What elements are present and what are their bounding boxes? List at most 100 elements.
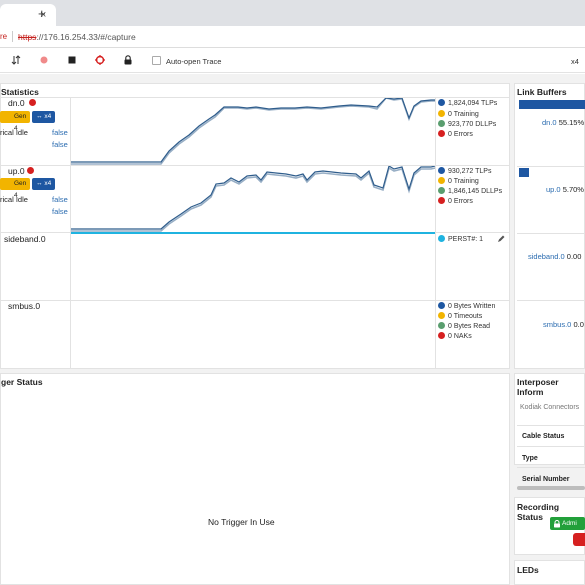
legend-item: 0 Timeouts <box>438 312 482 320</box>
error-status-dot <box>27 167 34 174</box>
trigger-status-panel <box>0 373 510 585</box>
interposer-divider <box>517 446 585 447</box>
buffer-divider <box>517 166 585 167</box>
address-divider <box>12 31 13 42</box>
statistics-panel <box>0 83 510 369</box>
lane-name: sideband.0 <box>4 234 46 244</box>
legend-item: 0 Errors <box>438 197 473 205</box>
lock-icon[interactable] <box>124 55 132 65</box>
interposer-divider <box>517 467 585 468</box>
legend-item: 0 Errors <box>438 130 473 138</box>
link-width-icon: ↔ <box>36 180 45 187</box>
up-throughput-chart <box>71 166 435 232</box>
stats-divider <box>0 97 510 98</box>
legend-label: 930,272 TLPs <box>448 168 492 175</box>
stats-divider <box>0 165 510 166</box>
up-throughput-line <box>71 166 435 230</box>
buffer-value: 0.00 <box>566 252 582 261</box>
legend-label: 1,846,145 DLLPs <box>448 188 503 195</box>
buffer-divider <box>517 233 585 234</box>
type-label: Type <box>522 455 538 462</box>
buffer-value: 55.15% <box>558 118 585 127</box>
url-text[interactable]: https://176.16.254.33/#/capture <box>18 32 136 42</box>
legend-label: 0 Bytes Read <box>448 323 491 330</box>
link-width-icon: ↔ <box>36 113 45 120</box>
auto-open-trace-label: Auto-open Trace <box>166 57 222 66</box>
dn-throughput-line <box>71 98 435 163</box>
stats-divider <box>0 300 510 301</box>
statistics-title: Statistics <box>1 87 39 97</box>
legend-dot <box>438 130 445 137</box>
buffer-label: dn.0 55.15% <box>542 118 584 127</box>
legend-item: 0 Bytes Read <box>438 322 490 330</box>
stats-column-divider <box>70 97 71 368</box>
stop-recording-button[interactable] <box>573 533 585 546</box>
interposer-panel <box>514 373 585 465</box>
link-width-badge: ↔ x4 <box>32 178 56 190</box>
interposer-title: Interposer Inform <box>517 377 559 397</box>
legend-dot <box>438 302 445 309</box>
recording-status-title: Recording Status <box>517 502 560 522</box>
perst-signal-line <box>71 232 435 234</box>
horizontal-scrollbar[interactable] <box>517 486 585 490</box>
gen-badge: Gen 4 <box>0 178 30 199</box>
browser-tab[interactable]: × <box>0 4 56 26</box>
legend-label: 0 Errors <box>448 198 473 205</box>
electrical-idle-label: rical Idle <box>0 195 28 204</box>
trigger-icon[interactable] <box>95 55 105 65</box>
legend-label: 0 Errors <box>448 131 473 138</box>
record-icon[interactable] <box>40 56 48 64</box>
stats-column-divider <box>435 97 436 368</box>
trigger-status-title: ger Status <box>1 377 43 387</box>
legend-dot <box>438 167 445 174</box>
stop-icon[interactable] <box>68 56 76 64</box>
lock-icon <box>554 520 560 528</box>
error-status-dot <box>29 99 36 106</box>
legend-dot <box>438 99 445 106</box>
legend-dot <box>438 120 445 127</box>
buffer-name: smbus.0 <box>543 320 572 329</box>
zoom-level-label[interactable]: x4 <box>571 57 579 66</box>
status-value: false <box>52 207 68 216</box>
address-bar[interactable]: re https://176.16.254.33/#/capture <box>0 26 585 48</box>
status-value: false <box>52 140 68 149</box>
lane-name: smbus.0 <box>8 301 41 311</box>
buffer-label: up.0 5.70% <box>546 185 584 194</box>
legend-dot <box>438 322 445 329</box>
buffer-divider <box>517 300 585 301</box>
legend-dot <box>438 235 445 242</box>
legend-dot <box>438 197 445 204</box>
new-tab-button[interactable]: + <box>38 6 46 21</box>
legend-item: 0 Training <box>438 177 479 185</box>
legend-item: 0 NAKs <box>438 332 472 340</box>
legend-label: 0 Bytes Written <box>448 303 496 310</box>
status-value: false <box>52 128 68 137</box>
up-throughput-line <box>71 166 435 232</box>
legend-label: 0 Timeouts <box>448 313 483 320</box>
link-buffers-panel <box>514 83 585 369</box>
leds-title: LEDs <box>517 565 539 575</box>
tab-close-icon[interactable]: × <box>40 9 47 21</box>
legend-dot <box>438 187 445 194</box>
legend-label: 1,824,094 TLPs <box>448 100 498 107</box>
legend-dot <box>438 177 445 184</box>
url-path: ://176.16.254.33/#/capture <box>36 32 136 42</box>
buffer-name: sideband.0 <box>528 252 565 261</box>
not-secure-label[interactable]: re <box>0 32 8 41</box>
legend-item: 1,846,145 DLLPs <box>438 187 502 195</box>
auto-open-trace-checkbox[interactable] <box>152 56 161 65</box>
buffer-label: smbus.0 0.0 <box>543 320 584 329</box>
url-protocol: https <box>18 32 37 42</box>
capture-toolbar <box>0 49 585 73</box>
interposer-divider <box>517 425 585 426</box>
edit-pencil-icon[interactable] <box>497 235 505 243</box>
lane-name: up.0 <box>8 166 25 176</box>
admin-button-label: Admi <box>562 520 577 527</box>
no-trigger-message: No Trigger In Use <box>208 517 275 527</box>
lane-name: dn.0 <box>8 98 25 108</box>
sort-icon[interactable] <box>11 55 21 65</box>
legend-item: 0 Bytes Written <box>438 302 495 310</box>
buffer-name: up.0 <box>546 185 561 194</box>
buffer-fill-bar <box>519 100 585 109</box>
browser-tab-bar: × + <box>0 0 585 26</box>
